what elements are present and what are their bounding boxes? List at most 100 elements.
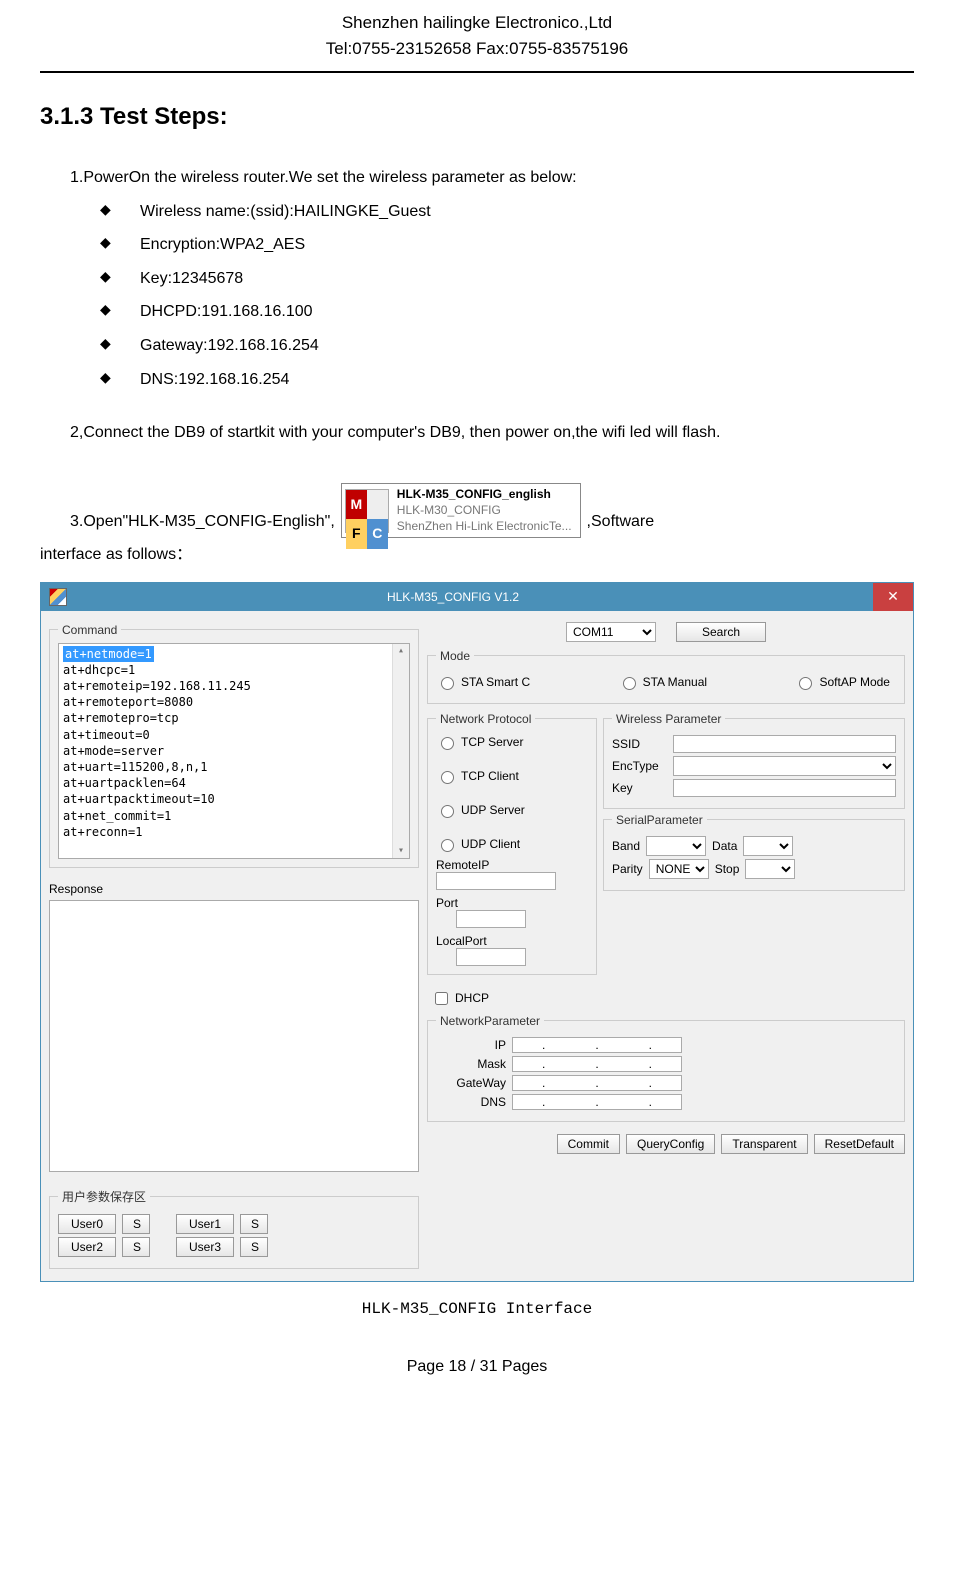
radio-icon[interactable] — [441, 677, 454, 690]
radio-icon[interactable] — [623, 677, 636, 690]
dns-input[interactable]: ... — [512, 1094, 682, 1110]
list-item: DNS:192.168.16.254 — [100, 363, 914, 397]
cmd-line: at+netmode=1 — [63, 646, 154, 662]
cmd-line: at+dhcpc=1 — [63, 663, 135, 677]
command-legend: Command — [58, 623, 121, 637]
proto-udp-client[interactable]: UDP Client — [436, 836, 582, 852]
queryconfig-button[interactable]: QueryConfig — [626, 1134, 715, 1154]
list-item: Key:12345678 — [100, 262, 914, 296]
mask-input[interactable]: ... — [512, 1056, 682, 1072]
user0-s-button[interactable]: S — [122, 1214, 150, 1234]
proto-udp-server[interactable]: UDP Server — [436, 802, 582, 818]
company-name: Shenzhen hailingke Electronico.,Ltd — [40, 10, 914, 36]
data-label: Data — [712, 839, 737, 853]
command-listbox[interactable]: at+netmode=1 at+dhcpc=1 at+remoteip=192.… — [58, 643, 410, 859]
mode-softap[interactable]: SoftAP Mode — [794, 674, 890, 690]
network-param-group: NetworkParameter IP... Mask... GateWay..… — [427, 1014, 905, 1122]
figure-caption: HLK-M35_CONFIG Interface — [40, 1300, 914, 1318]
cmd-line: at+remotepro=tcp — [63, 711, 179, 725]
radio-icon[interactable] — [441, 805, 454, 818]
user2-button[interactable]: User2 — [58, 1237, 116, 1257]
mfc-line3: ShenZhen Hi-Link ElectronicTe... — [397, 519, 572, 535]
page-footer: Page 18 / 31 Pages — [40, 1358, 914, 1376]
commit-button[interactable]: Commit — [557, 1134, 620, 1154]
mode-sta-smart[interactable]: STA Smart C — [436, 674, 530, 690]
gateway-input[interactable]: ... — [512, 1075, 682, 1091]
port-input[interactable] — [456, 910, 526, 928]
list-item: Gateway:192.168.16.254 — [100, 329, 914, 363]
cmd-line: at+timeout=0 — [63, 728, 150, 742]
user3-button[interactable]: User3 — [176, 1237, 234, 1257]
header-rule — [40, 71, 914, 73]
stop-select[interactable] — [745, 859, 795, 879]
cmd-line: at+reconn=1 — [63, 825, 142, 839]
step1-intro: 1.PowerOn the wireless router.We set the… — [70, 161, 914, 195]
window-title: HLK-M35_CONFIG V1.2 — [73, 590, 873, 604]
list-item: DHCPD:191.168.16.100 — [100, 295, 914, 329]
parity-label: Parity — [612, 862, 643, 876]
remoteip-input[interactable] — [436, 872, 556, 890]
mask-label: Mask — [436, 1057, 506, 1071]
localport-input[interactable] — [456, 948, 526, 966]
user1-s-button[interactable]: S — [240, 1214, 268, 1234]
wireless-params-list: Wireless name:(ssid):HAILINGKE_Guest Enc… — [100, 195, 914, 397]
netproto-legend: Network Protocol — [436, 712, 535, 726]
wireless-param-group: Wireless Parameter SSID EncType Key — [603, 712, 905, 809]
app-icon — [49, 588, 67, 606]
cmd-line: at+remoteport=8080 — [63, 695, 193, 709]
resetdefault-button[interactable]: ResetDefault — [814, 1134, 905, 1154]
checkbox-icon[interactable] — [435, 992, 448, 1005]
key-label: Key — [612, 781, 667, 795]
radio-icon[interactable] — [441, 737, 454, 750]
section-heading: 3.1.3 Test Steps: — [40, 103, 914, 131]
enctype-label: EncType — [612, 759, 667, 773]
cmd-line: at+uart=115200,8,n,1 — [63, 760, 208, 774]
user-save-group: 用户参数保存区 User0 S User1 S User2 S User3 S — [49, 1188, 419, 1269]
network-protocol-group: Network Protocol TCP Server TCP Client U… — [427, 712, 597, 975]
parity-select[interactable]: NONE — [649, 859, 709, 879]
transparent-button[interactable]: Transparent — [721, 1134, 807, 1154]
netparam-legend: NetworkParameter — [436, 1014, 544, 1028]
stop-label: Stop — [715, 862, 740, 876]
user3-s-button[interactable]: S — [240, 1237, 268, 1257]
ip-label: IP — [436, 1038, 506, 1052]
proto-tcp-client[interactable]: TCP Client — [436, 768, 582, 784]
cmd-line: at+net_commit=1 — [63, 809, 171, 823]
cmd-line: at+uartpacktimeout=10 — [63, 792, 215, 806]
step3-suffix: ,Software — [587, 505, 655, 539]
user0-button[interactable]: User0 — [58, 1214, 116, 1234]
remoteip-label: RemoteIP — [436, 858, 588, 872]
com-select[interactable]: COM11 — [566, 622, 656, 642]
ip-input[interactable]: ... — [512, 1037, 682, 1053]
search-button[interactable]: Search — [676, 622, 766, 642]
key-input[interactable] — [673, 779, 896, 797]
data-select[interactable] — [743, 836, 793, 856]
mode-legend: Mode — [436, 649, 474, 663]
ssid-input[interactable] — [673, 735, 896, 753]
mfc-icon: M FC — [345, 489, 389, 533]
user2-s-button[interactable]: S — [122, 1237, 150, 1257]
mfc-line1: HLK-M35_CONFIG_english — [397, 487, 572, 503]
mode-sta-manual[interactable]: STA Manual — [618, 674, 707, 690]
doc-header: Shenzhen hailingke Electronico.,Ltd Tel:… — [40, 10, 914, 61]
mfc-line2: HLK-M30_CONFIG — [397, 503, 572, 519]
radio-icon[interactable] — [799, 677, 812, 690]
band-select[interactable] — [646, 836, 706, 856]
step2-text: 2,Connect the DB9 of startkit with your … — [70, 416, 914, 450]
dns-label: DNS — [436, 1095, 506, 1109]
radio-icon[interactable] — [441, 771, 454, 784]
mode-group: Mode STA Smart C STA Manual SoftAP Mode — [427, 649, 905, 704]
user1-button[interactable]: User1 — [176, 1214, 234, 1234]
enctype-select[interactable] — [673, 756, 896, 776]
serial-param-group: SerialParameter Band Data Parity NONE St… — [603, 813, 905, 891]
response-listbox[interactable] — [49, 900, 419, 1172]
scrollbar[interactable]: ▴▾ — [392, 644, 409, 858]
close-button[interactable]: ✕ — [873, 583, 913, 611]
dhcp-checkbox[interactable]: DHCP — [431, 989, 899, 1008]
command-group: Command at+netmode=1 at+dhcpc=1 at+remot… — [49, 623, 419, 868]
company-contact: Tel:0755-23152658 Fax:0755-83575196 — [40, 36, 914, 62]
radio-icon[interactable] — [441, 839, 454, 852]
proto-tcp-server[interactable]: TCP Server — [436, 734, 582, 750]
config-app-window: HLK-M35_CONFIG V1.2 ✕ Command at+netmode… — [40, 582, 914, 1282]
port-label: Port — [436, 896, 588, 910]
